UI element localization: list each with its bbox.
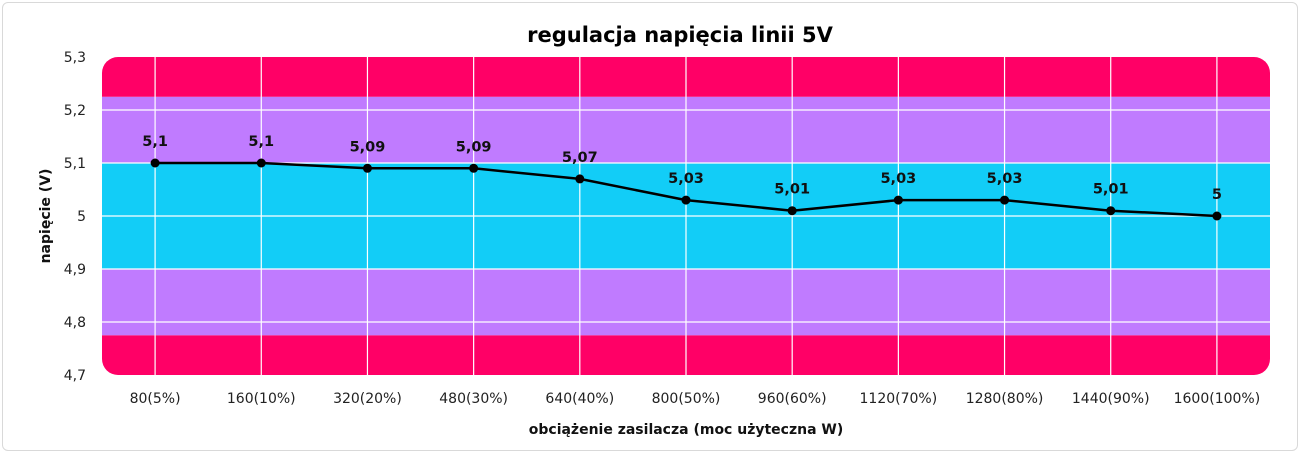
data-label: 5,1 bbox=[248, 134, 274, 150]
data-label: 5,01 bbox=[1093, 182, 1129, 198]
data-point bbox=[1212, 211, 1222, 221]
y-tick-label: 5,1 bbox=[64, 156, 86, 172]
data-label: 5,1 bbox=[142, 134, 168, 150]
data-label: 5,03 bbox=[880, 171, 916, 187]
data-point bbox=[575, 174, 585, 184]
data-label: 5,03 bbox=[987, 171, 1023, 187]
data-label: 5,01 bbox=[774, 182, 810, 198]
x-axis-title: obciążenie zasilacza (moc użyteczna W) bbox=[529, 422, 844, 438]
x-tick-label: 640(40%) bbox=[545, 391, 614, 407]
x-tick-label: 800(50%) bbox=[652, 391, 721, 407]
data-label: 5,07 bbox=[562, 150, 598, 166]
y-tick-label: 5,2 bbox=[64, 103, 86, 119]
x-tick-labels: 80(5%) 160(10%) 320(20%) 480(30%) 640(40%) 80… bbox=[130, 391, 1261, 407]
x-tick-label: 80(5%) bbox=[130, 391, 181, 407]
data-point bbox=[362, 163, 372, 173]
data-point bbox=[1106, 206, 1116, 216]
data-label: 5,09 bbox=[456, 139, 492, 155]
x-tick-label: 1600(100%) bbox=[1174, 391, 1261, 407]
y-tick-label: 4,7 bbox=[64, 368, 86, 384]
data-point bbox=[893, 195, 903, 205]
chart-title: regulacja napięcia linii 5V bbox=[527, 23, 833, 47]
y-axis-title: napięcie (V) bbox=[38, 169, 54, 264]
data-label: 5,03 bbox=[668, 171, 704, 187]
data-point bbox=[150, 158, 160, 168]
data-label: 5,09 bbox=[350, 139, 386, 155]
y-tick-label: 5,3 bbox=[64, 50, 86, 66]
data-point bbox=[256, 158, 266, 168]
x-tick-label: 160(10%) bbox=[227, 391, 296, 407]
data-label: 5 bbox=[1212, 187, 1222, 203]
y-tick-labels: 4,7 4,8 4,9 5 5,1 5,2 5,3 bbox=[64, 50, 86, 384]
data-labels: 5,1 5,1 5,09 5,09 5,07 5,03 5,01 5,03 5,03 5,01 5 bbox=[142, 134, 1222, 203]
x-tick-label: 1440(90%) bbox=[1072, 391, 1150, 407]
data-point bbox=[1000, 195, 1010, 205]
y-tick-label: 5 bbox=[77, 209, 86, 225]
data-point bbox=[787, 206, 797, 216]
data-point bbox=[681, 195, 691, 205]
data-point bbox=[469, 163, 479, 173]
x-tick-label: 320(20%) bbox=[333, 391, 402, 407]
y-tick-label: 4,8 bbox=[64, 315, 86, 331]
data-points bbox=[150, 158, 1222, 221]
gridlines bbox=[102, 57, 1270, 375]
x-tick-label: 1120(70%) bbox=[860, 391, 938, 407]
x-tick-label: 960(60%) bbox=[758, 391, 827, 407]
x-tick-label: 1280(80%) bbox=[966, 391, 1044, 407]
y-tick-label: 4,9 bbox=[64, 262, 86, 278]
x-tick-label: 480(30%) bbox=[439, 391, 508, 407]
